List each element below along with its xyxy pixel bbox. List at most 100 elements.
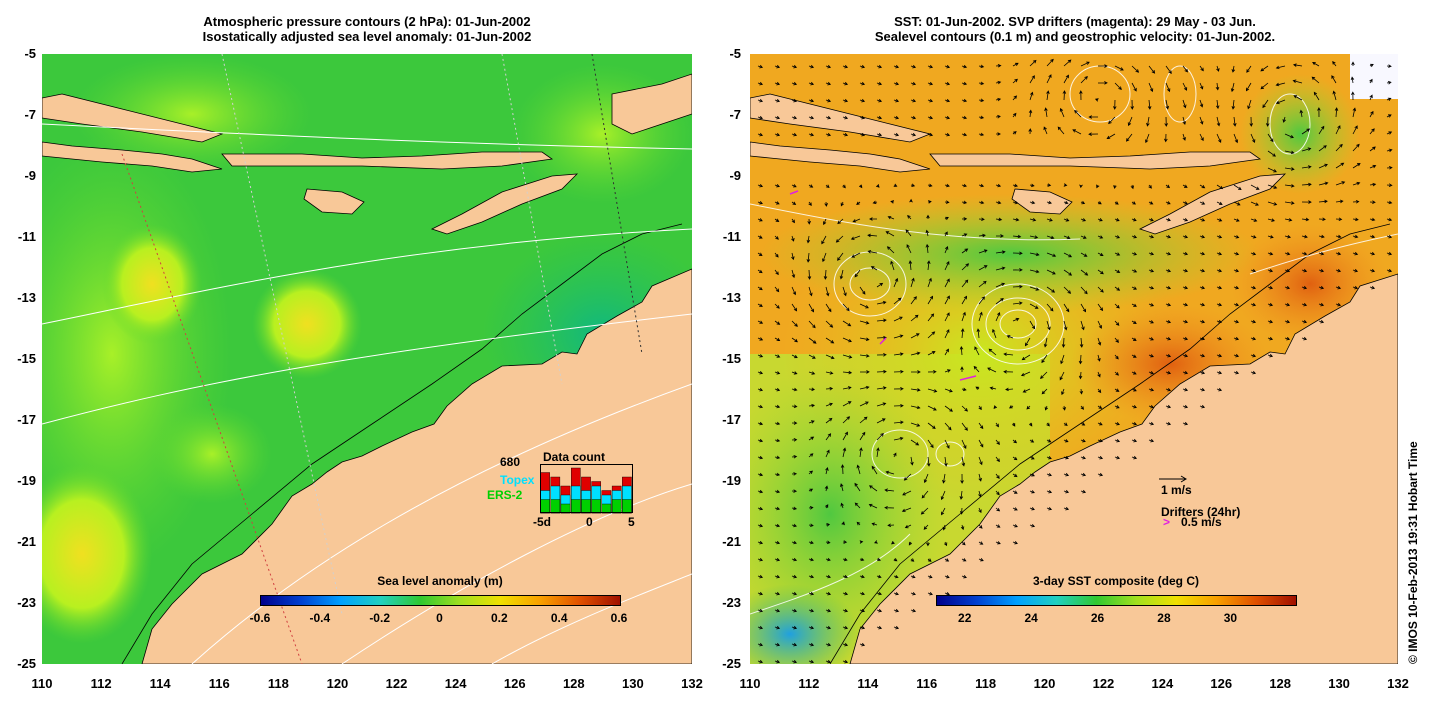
velocity-arrow <box>774 320 781 325</box>
velocity-arrow <box>808 286 813 297</box>
velocity-arrow <box>1231 65 1236 73</box>
velocity-arrow <box>910 591 916 596</box>
velocity-arrow <box>960 473 964 484</box>
velocity-arrow <box>944 98 951 103</box>
velocity-arrow <box>1369 164 1377 169</box>
velocity-arrow <box>1114 252 1121 256</box>
velocity-arrow <box>825 449 830 458</box>
velocity-arrow <box>1301 336 1308 341</box>
velocity-arrow <box>1182 285 1189 290</box>
velocity-arrow <box>859 540 864 544</box>
velocity-arrow <box>1165 218 1171 222</box>
velocity-arrow <box>808 184 814 188</box>
velocity-arrow <box>910 314 919 322</box>
y-tick-label: -15 <box>722 351 741 366</box>
velocity-arrow <box>774 387 781 392</box>
count-bar-green <box>591 499 601 514</box>
velocity-arrow <box>1275 65 1286 70</box>
right-title: SST: 01-Jun-2002. SVP drifters (magenta)… <box>750 14 1400 44</box>
velocity-arrow <box>808 488 814 492</box>
velocity-arrow <box>978 265 988 271</box>
velocity-arrow <box>944 81 951 86</box>
velocity-arrow <box>1267 218 1275 222</box>
count-label-ers2: ERS-2 <box>487 488 523 502</box>
velocity-arrow <box>1114 439 1121 443</box>
y-tick-label: -21 <box>17 534 36 549</box>
velocity-arrow <box>944 558 950 562</box>
velocity-arrow <box>1097 218 1103 222</box>
velocity-arrow <box>927 331 936 339</box>
velocity-arrow <box>825 540 831 545</box>
colorbar-tick-label: 30 <box>1223 611 1238 625</box>
velocity-arrow <box>1216 268 1223 273</box>
velocity-arrow <box>1080 61 1090 67</box>
velocity-arrow <box>757 472 764 477</box>
velocity-arrow <box>842 337 852 343</box>
velocity-arrow <box>1012 317 1020 322</box>
velocity-arrow <box>1079 184 1083 189</box>
velocity-arrow <box>859 574 865 579</box>
count-bars <box>540 467 632 514</box>
velocity-arrow <box>791 438 798 442</box>
velocity-arrow <box>1044 107 1048 118</box>
velocity-arrow <box>876 433 884 441</box>
velocity-arrow <box>1063 252 1073 258</box>
velocity-arrow <box>791 252 795 261</box>
velocity-arrow <box>1094 98 1099 102</box>
velocity-arrow <box>791 184 797 188</box>
velocity-arrow <box>959 507 964 515</box>
velocity-arrow <box>1046 200 1052 205</box>
velocity-arrow <box>1352 107 1357 118</box>
velocity-arrow <box>1012 95 1018 101</box>
velocity-arrow <box>1182 116 1186 126</box>
left-title: Atmospheric pressure contours (2 hPa): 0… <box>42 14 692 44</box>
velocity-arrow <box>1369 268 1376 273</box>
y-tick-label: -11 <box>17 229 36 244</box>
velocity-arrow <box>1080 252 1088 257</box>
velocity-arrow <box>1114 388 1120 392</box>
velocity-arrow <box>1199 302 1206 307</box>
velocity-arrow <box>1012 456 1018 461</box>
sst-cool-band <box>760 194 1260 314</box>
velocity-arrow <box>1352 234 1359 239</box>
velocity-arrow <box>876 608 883 613</box>
velocity-arrow <box>995 97 1002 102</box>
count-bar-green <box>550 499 561 514</box>
velocity-arrow <box>944 295 950 305</box>
sla-colorbar <box>260 595 621 606</box>
velocity-arrow <box>1029 75 1035 84</box>
velocity-arrow <box>791 489 798 493</box>
velocity-arrow <box>1080 218 1087 222</box>
velocity-arrow <box>1108 116 1116 125</box>
velocity-arrow <box>905 229 912 237</box>
velocity-arrow <box>1369 285 1376 290</box>
velocity-arrow <box>876 591 882 596</box>
velocity-arrow <box>859 401 869 407</box>
velocity-arrow <box>1114 422 1120 426</box>
sst-cloud-mask <box>1350 54 1398 99</box>
velocity-arrow <box>868 503 878 509</box>
velocity-arrow <box>926 214 930 219</box>
velocity-arrow <box>961 405 969 412</box>
velocity-arrow <box>859 608 866 613</box>
velocity-arrow <box>876 81 883 86</box>
velocity-arrow <box>1080 200 1086 205</box>
velocity-arrow <box>1182 336 1189 341</box>
velocity-arrow <box>978 98 985 103</box>
velocity-arrow <box>978 405 982 411</box>
velocity-arrow <box>893 558 898 562</box>
x-tick-label: 122 <box>385 676 408 691</box>
velocity-arrow <box>944 348 949 356</box>
velocity-arrow <box>808 540 814 545</box>
velocity-arrow <box>859 81 866 86</box>
velocity-arrow <box>944 388 953 393</box>
velocity-arrow <box>774 540 781 545</box>
velocity-arrow <box>1182 268 1189 273</box>
velocity-arrow <box>1267 235 1274 239</box>
count-xtick: 0 <box>586 515 593 529</box>
velocity-arrow <box>893 403 904 408</box>
velocity-arrow <box>1114 354 1119 360</box>
sst-drifter-track <box>959 375 977 381</box>
velocity-arrow <box>1061 388 1065 396</box>
velocity-arrow <box>791 81 798 86</box>
